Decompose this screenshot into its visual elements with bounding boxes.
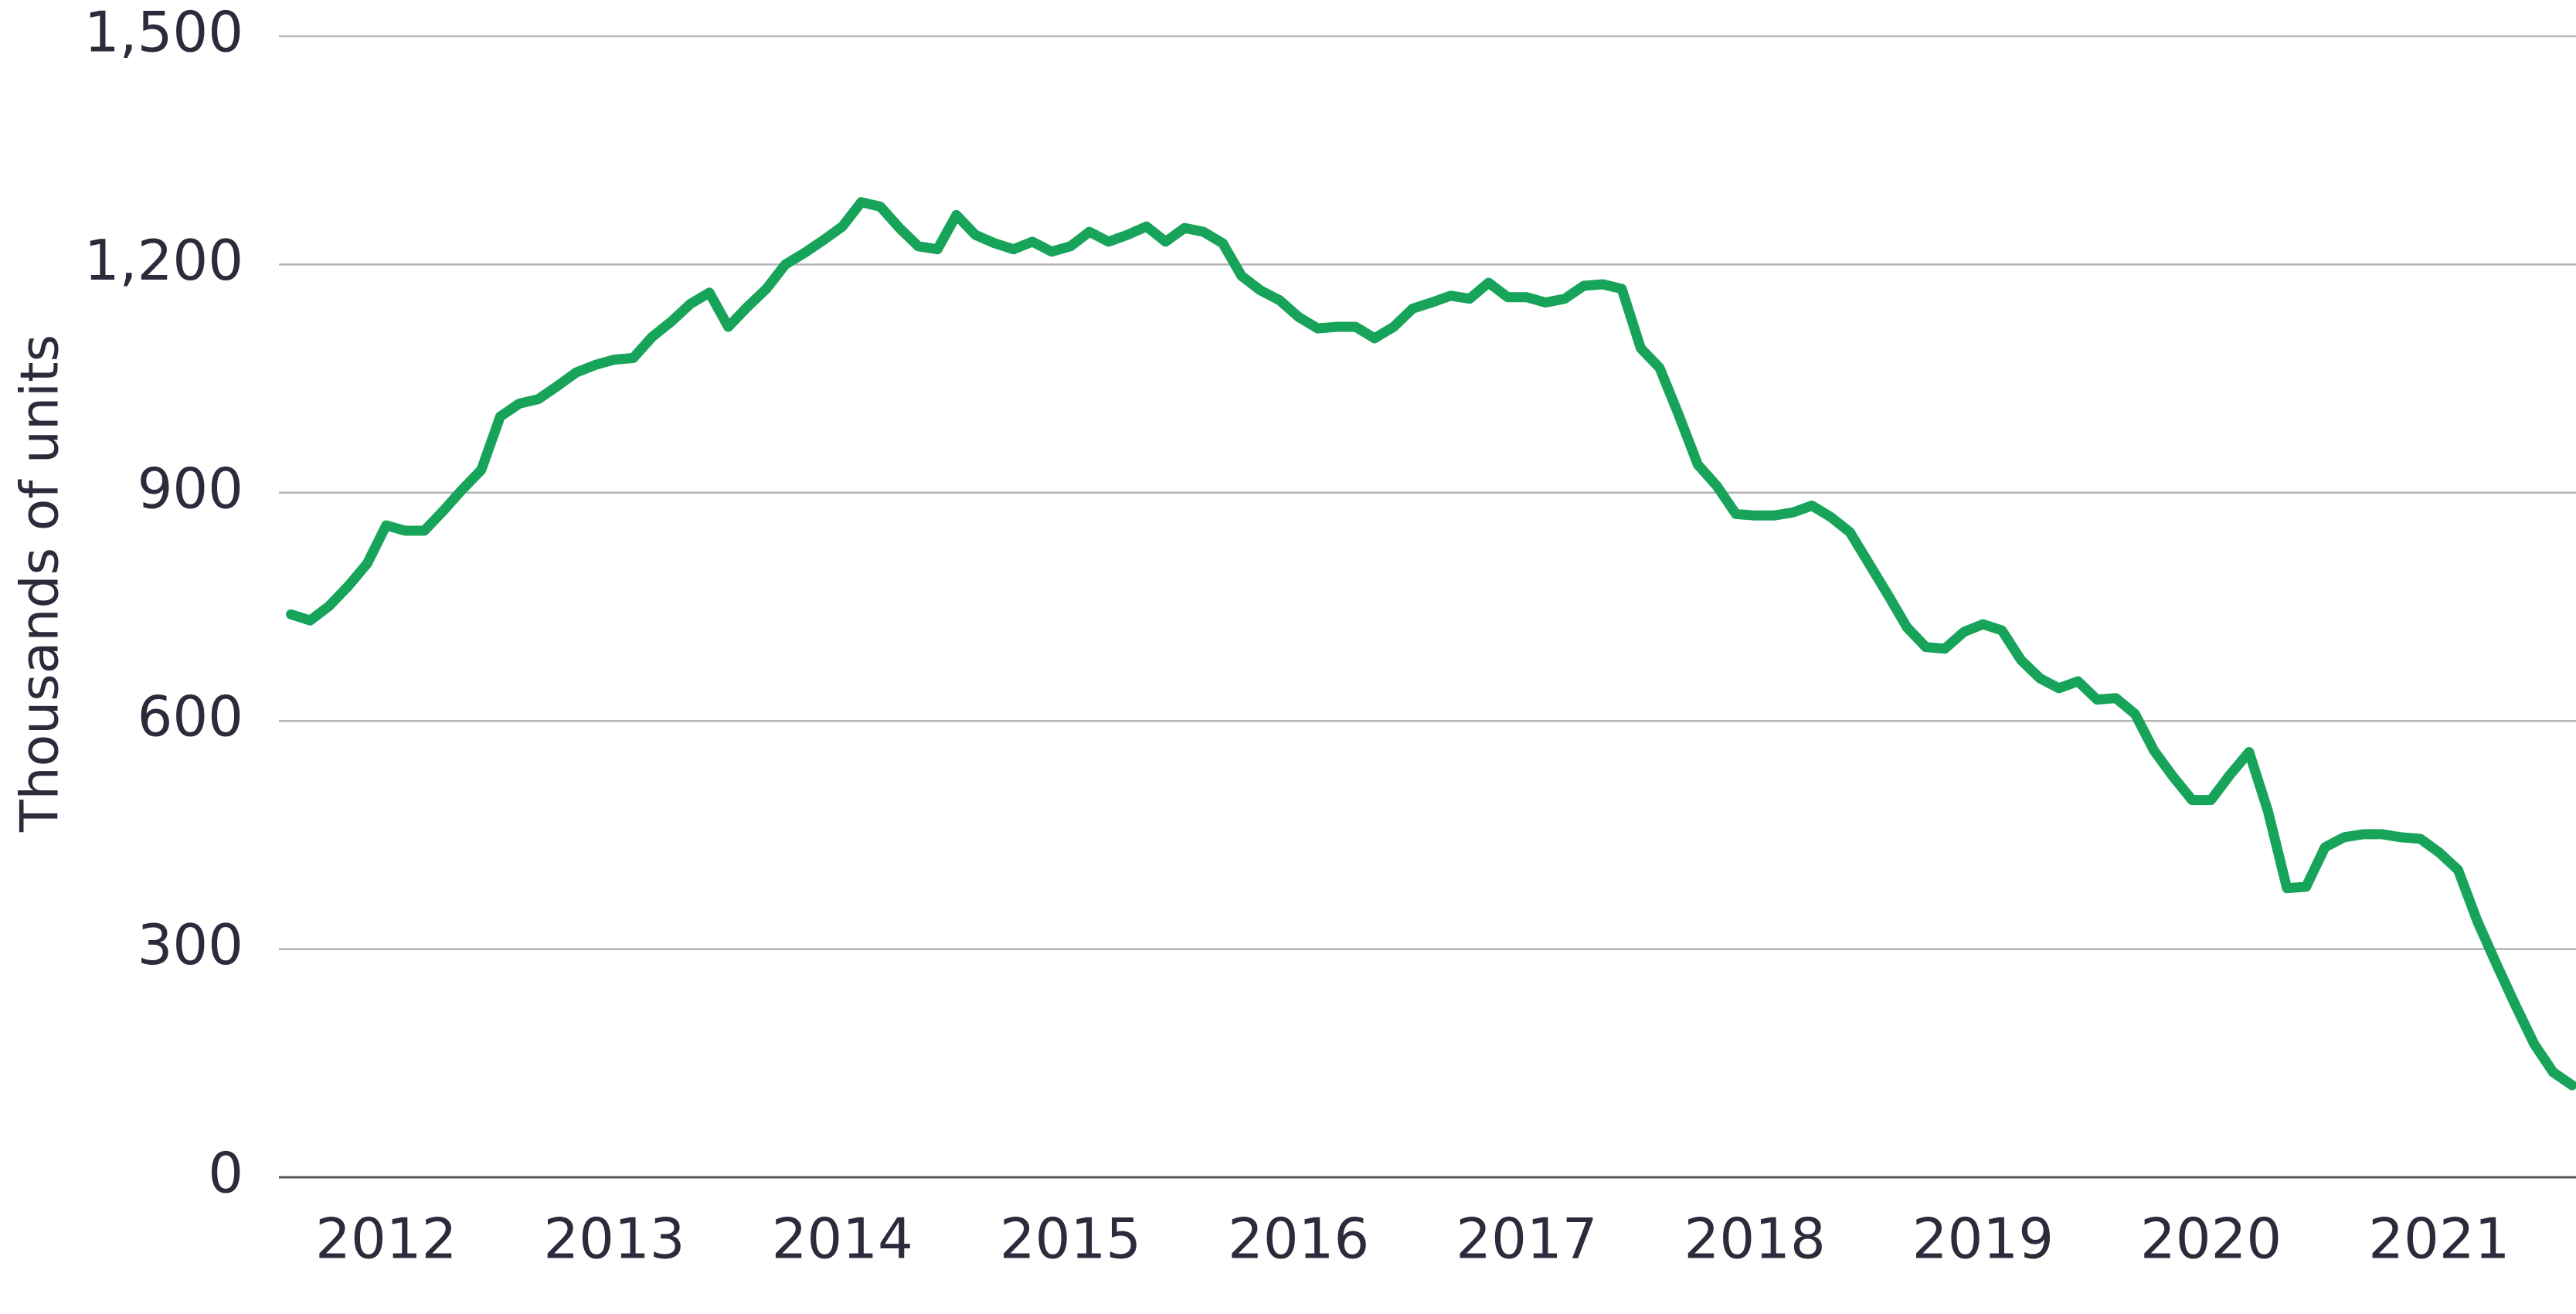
x-tick-label: 2019 xyxy=(1912,1207,2054,1272)
x-tick-label: 2020 xyxy=(2140,1207,2282,1272)
y-tick-label: 0 xyxy=(208,1141,243,1206)
x-tick-label: 2016 xyxy=(1228,1207,1369,1272)
y-tick-label: 900 xyxy=(138,456,243,521)
x-tick-label: 2021 xyxy=(2368,1207,2510,1272)
y-tick-label: 600 xyxy=(138,684,243,749)
x-tick-label: 2015 xyxy=(1000,1207,1141,1272)
y-axis-label: Thousands of units xyxy=(10,334,71,833)
x-tick-label: 2018 xyxy=(1684,1207,1826,1272)
y-tick-label: 300 xyxy=(138,912,243,977)
x-tick-label: 2017 xyxy=(1456,1207,1597,1272)
x-tick-label: 2012 xyxy=(315,1207,457,1272)
line xyxy=(286,197,2576,1091)
x-tick-label: 2014 xyxy=(772,1207,913,1272)
y-tick-label: 1,500 xyxy=(84,0,243,65)
x-tick-label: 2013 xyxy=(543,1207,685,1272)
y-tick-label: 1,200 xyxy=(84,228,243,293)
